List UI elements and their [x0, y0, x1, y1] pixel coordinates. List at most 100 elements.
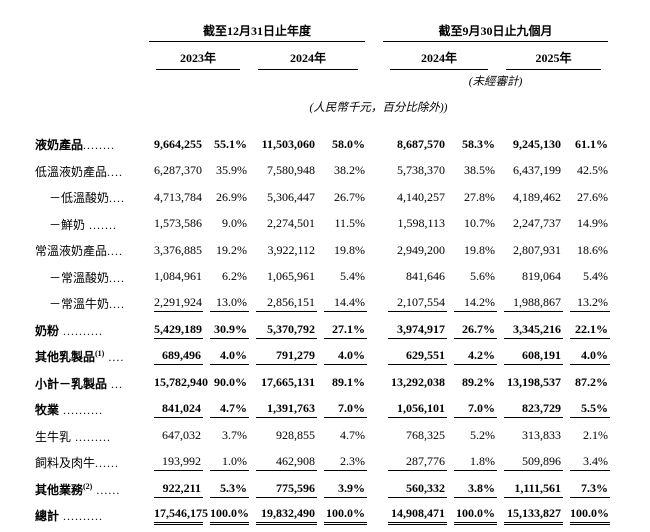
- currency-note: (人民幣千元，百分比除外)): [309, 102, 448, 115]
- percent-cell: 18.6%: [577, 242, 609, 257]
- table-row-other-business: 其他業務(2) ...... 922,211 5.3% 775,596 3.9%…: [35, 477, 611, 504]
- percent-cell: 22.1%: [563, 318, 611, 345]
- value-cell: 819,064: [522, 269, 562, 284]
- percent-cell: 58.0%: [332, 136, 366, 151]
- percent-cell: 42.5%: [577, 163, 609, 178]
- value-cell: 1,065,961: [267, 269, 315, 284]
- percent-cell: 26.7%: [447, 318, 498, 345]
- row-label: 其他業務(2) ......: [35, 481, 121, 497]
- value-cell: 11,503,060: [261, 136, 315, 151]
- value-cell: 4,140,257: [397, 189, 446, 204]
- value-cell: 608,191: [497, 344, 564, 371]
- percent-cell: 58.3%: [462, 136, 496, 151]
- percent-cell: 27.6%: [577, 189, 609, 204]
- unaudited-note-row: (未經審計): [35, 70, 610, 96]
- period-group-annual-label: 截至12月31日止年度: [149, 25, 366, 42]
- percent-cell: 26.9%: [216, 189, 247, 204]
- value-cell: 1,084,961: [154, 269, 202, 284]
- value-cell: 928,855: [276, 428, 315, 443]
- table-row-milk-powder: 奶粉 .......... 5,429,189 30.9% 5,370,792 …: [35, 318, 611, 345]
- value-cell: 2,107,554: [381, 291, 448, 318]
- table-row-raw-milk: 生牛乳 ......... 647,032 3.7% 928,855 4.7% …: [35, 424, 610, 451]
- value-cell: 1,573,586: [154, 216, 202, 231]
- percent-cell: 55.1%: [214, 136, 247, 151]
- value-cell: 3,922,112: [267, 242, 315, 257]
- percent-cell: 4.7%: [340, 428, 366, 443]
- revenue-breakdown-page: 截至12月31日止年度 截至9月30日止九個月 2023年 2024年 2024…: [0, 10, 650, 532]
- period-group-interim: 截至9月30日止九個月: [381, 10, 610, 42]
- table-row-ambient-liquid-milk: 常溫液奶產品.... 3,376,885 19.2% 3,922,112 19.…: [35, 238, 610, 265]
- table-row-husbandry: 牧業 .......... 841,024 4.7% 1,391,763 7.0…: [35, 397, 611, 424]
- percent-cell: 5.3%: [203, 477, 249, 504]
- percent-cell: 100.0%: [447, 503, 498, 530]
- value-cell: 193,992: [147, 450, 203, 477]
- value-cell: 6,437,199: [513, 163, 562, 178]
- percent-cell: 26.7%: [334, 189, 366, 204]
- table-row-subtotal-dairy: 小計－乳製品 ... 15,782,940 90.0% 17,665,131 8…: [35, 371, 610, 398]
- value-cell: 1,988,867: [497, 291, 564, 318]
- value-cell: 17,546,175: [147, 503, 208, 530]
- table-row-ambient-milk: －常溫牛奶.... 2,291,924 13.0% 2,856,151 14.4…: [35, 291, 611, 318]
- percent-cell: 14.2%: [447, 291, 498, 318]
- percent-cell: 5.6%: [470, 269, 496, 284]
- percent-cell: 7.3%: [563, 477, 611, 504]
- value-cell: 14,908,471: [381, 503, 448, 530]
- value-cell: 5,738,370: [397, 163, 446, 178]
- value-cell: 1,056,101: [381, 397, 448, 424]
- row-label: 奶粉 ..........: [35, 323, 104, 338]
- percent-cell: 3.8%: [447, 477, 498, 504]
- percent-cell: 10.7%: [464, 216, 496, 231]
- value-cell: 841,024: [147, 397, 203, 424]
- table-row-ambient-yogurt: －常溫酸奶.... 1,084,961 6.2% 1,065,961 5.4% …: [35, 265, 610, 292]
- percent-cell: 90.0%: [214, 375, 247, 390]
- percent-cell: 3.7%: [222, 428, 247, 443]
- year-header-2025: 2025年: [497, 42, 610, 70]
- unaudited-note: (未經審計): [468, 76, 523, 89]
- value-cell: 462,908: [249, 450, 317, 477]
- table-row-chilled-liquid-milk: 低溫液奶產品.... 6,287,370 35.9% 7,580,948 38.…: [35, 159, 610, 186]
- row-label: 總計 ..........: [35, 509, 104, 524]
- value-cell: 4,713,784: [154, 189, 202, 204]
- value-cell: 689,496: [147, 344, 203, 371]
- row-label: 飼料及肉牛......: [35, 456, 120, 471]
- percent-cell: 5.2%: [470, 428, 496, 443]
- percent-cell: 1.8%: [447, 450, 498, 477]
- value-cell: 4,189,462: [513, 189, 562, 204]
- percent-cell: 19.8%: [334, 242, 366, 257]
- row-label: －鮮奶 .......: [49, 217, 118, 232]
- percent-cell: 9.0%: [222, 216, 247, 231]
- percent-cell: 1.0%: [203, 450, 249, 477]
- value-cell: 5,306,447: [267, 189, 315, 204]
- value-cell: 5,429,189: [147, 318, 203, 345]
- value-cell: 922,211: [147, 477, 203, 504]
- row-label: －低溫酸奶....: [49, 191, 126, 206]
- row-label: 其他乳製品(1) ....: [35, 349, 125, 365]
- revenue-table: 截至12月31日止年度 截至9月30日止九個月 2023年 2024年 2024…: [35, 10, 611, 530]
- percent-cell: 27.8%: [464, 189, 496, 204]
- percent-cell: 5.5%: [563, 397, 611, 424]
- value-cell: 13,198,537: [507, 375, 562, 390]
- value-cell: 287,776: [381, 450, 448, 477]
- period-group-annual: 截至12月31日止年度: [147, 10, 367, 42]
- value-cell: 3,974,917: [381, 318, 448, 345]
- percent-cell: 4.0%: [203, 344, 249, 371]
- percent-cell: 27.1%: [317, 318, 368, 345]
- value-cell: 3,345,216: [497, 318, 564, 345]
- percent-cell: 4.0%: [317, 344, 368, 371]
- value-cell: 9,245,130: [513, 136, 562, 151]
- value-cell: 509,896: [497, 450, 564, 477]
- value-cell: 19,832,490: [249, 503, 317, 530]
- percent-cell: 19.8%: [464, 242, 496, 257]
- row-label: 生牛乳 .........: [35, 429, 112, 444]
- period-group-interim-label: 截至9月30日止九個月: [383, 25, 609, 42]
- row-label: －常溫酸奶....: [49, 270, 126, 285]
- value-cell: 2,247,737: [513, 216, 562, 231]
- value-cell: 2,807,931: [513, 242, 562, 257]
- percent-cell: 35.9%: [216, 163, 247, 178]
- row-label: 牧業 ..........: [35, 403, 104, 418]
- row-label: －常溫牛奶....: [49, 297, 126, 312]
- table-row-fresh-milk: －鮮奶 ....... 1,573,586 9.0% 2,274,501 11.…: [35, 212, 610, 239]
- value-cell: 1,391,763: [249, 397, 317, 424]
- percent-cell: 6.2%: [222, 269, 247, 284]
- value-cell: 647,032: [162, 428, 201, 443]
